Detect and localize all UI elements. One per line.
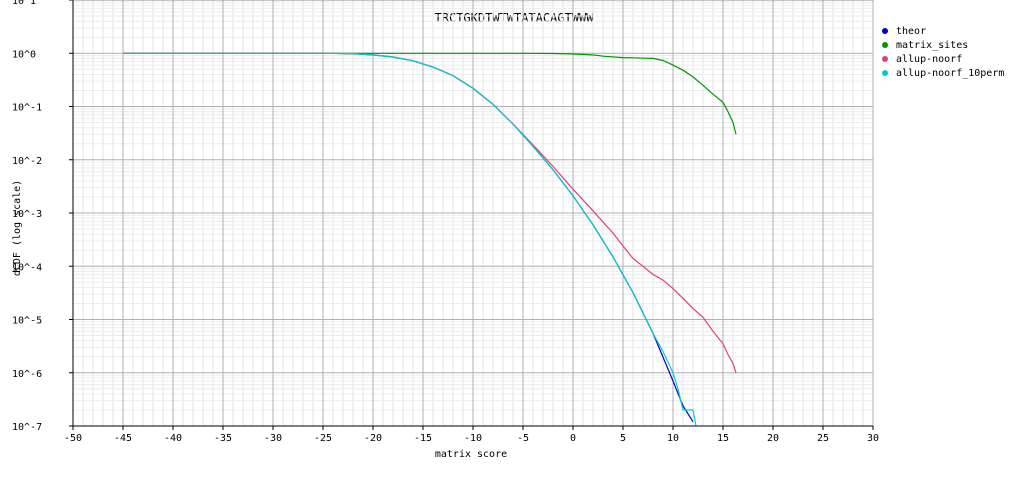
x-tick-label: -20 bbox=[364, 433, 382, 444]
x-tick-label: -15 bbox=[414, 433, 432, 444]
x-tick-label: -10 bbox=[464, 433, 482, 444]
axes bbox=[69, 0, 874, 430]
series-layer bbox=[123, 52, 737, 427]
y-tick-label: 10^-7 bbox=[12, 422, 42, 433]
legend-marker bbox=[882, 56, 888, 62]
x-tick-labels: -50 -45 -40 -35 -30 -25 -20 -15 -10 -5 0 5 10 15 20 25 3… bbox=[64, 433, 879, 444]
y-tick-label: 10^-3 bbox=[12, 209, 42, 220]
x-tick-label: -5 bbox=[517, 433, 529, 444]
x-tick-label: 0 bbox=[570, 433, 576, 444]
x-tick-label: 5 bbox=[620, 433, 626, 444]
x-tick-label: -45 bbox=[114, 433, 132, 444]
x-tick-label: 10 bbox=[667, 433, 679, 444]
x-tick-label: 15 bbox=[717, 433, 729, 444]
x-tick-label: 25 bbox=[817, 433, 829, 444]
y-axis-label: dCDF (log scale) bbox=[12, 180, 23, 276]
y-tick-label: 10^-6 bbox=[12, 369, 42, 380]
x-tick-label: 20 bbox=[767, 433, 779, 444]
legend-label: matrix_sites bbox=[896, 40, 968, 51]
x-tick-label: -30 bbox=[264, 433, 282, 444]
x-tick-label: -25 bbox=[314, 433, 332, 444]
series-line-matrix_sites bbox=[123, 52, 737, 135]
major-grid bbox=[72, 0, 874, 427]
y-tick-label: 10^-5 bbox=[12, 316, 42, 327]
x-tick-label: -35 bbox=[214, 433, 232, 444]
legend-marker bbox=[882, 70, 888, 76]
y-tick-label: 10^-2 bbox=[12, 156, 42, 167]
y-tick-labels: 10^-7 10^-6 10^-5 10^-4 10^-3 10^-2 10^-1 10^0 1… bbox=[12, 0, 42, 433]
x-tick-label: -40 bbox=[164, 433, 182, 444]
y-tick-label: 10^-1 bbox=[12, 103, 42, 114]
x-tick-label: 30 bbox=[867, 433, 879, 444]
legend: theor matrix_sites allup-noorf allup-noorf_… bbox=[882, 26, 1004, 79]
legend-label: allup-noorf bbox=[896, 54, 962, 65]
series-line-allup-noorf_10perm bbox=[123, 52, 697, 427]
legend-marker bbox=[882, 42, 888, 48]
legend-marker bbox=[882, 28, 888, 34]
x-tick-label: -50 bbox=[64, 433, 82, 444]
legend-label: theor bbox=[896, 26, 926, 37]
chart-title: TRCTGKDTWTWTATACAGTWWW bbox=[435, 11, 595, 25]
y-tick-label: 10^1 bbox=[12, 0, 36, 7]
y-tick-label: 10^-4 bbox=[12, 262, 42, 273]
y-tick-label: 10^0 bbox=[12, 49, 36, 60]
legend-label: allup-noorf_10perm bbox=[896, 68, 1004, 79]
x-axis-label: matrix score bbox=[435, 449, 507, 460]
